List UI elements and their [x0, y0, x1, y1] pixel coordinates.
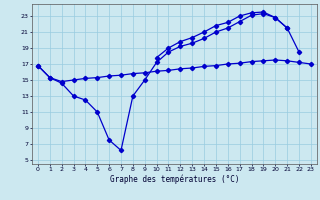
X-axis label: Graphe des températures (°C): Graphe des températures (°C) [110, 174, 239, 184]
